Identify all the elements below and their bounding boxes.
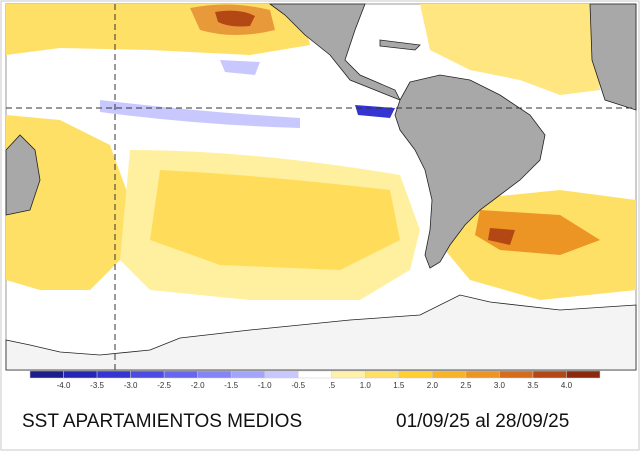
colorbar-label: -3.0	[124, 381, 138, 390]
colorbar-label: 1.0	[360, 381, 372, 390]
title: SST APARTAMIENTOS MEDIOS	[22, 411, 302, 432]
colorbar-swatch	[432, 370, 467, 379]
colorbar-swatch	[465, 370, 500, 379]
colorbar-swatch	[365, 370, 400, 379]
date-range: 01/09/25 al 28/09/25	[396, 411, 569, 432]
warm-anomaly	[420, 4, 600, 95]
warm-anomaly	[488, 228, 515, 245]
colorbar-swatch	[331, 370, 366, 379]
colorbar-swatch	[297, 370, 333, 379]
warm-anomaly	[215, 10, 255, 27]
colorbar-swatch	[264, 370, 299, 379]
colorbar-swatch	[96, 370, 131, 379]
colorbar-swatch	[566, 370, 601, 379]
colorbar-label: -1.5	[224, 381, 238, 390]
colorbar-swatch	[63, 370, 98, 379]
colorbar-swatch	[130, 370, 165, 379]
colorbar-label: 1.5	[393, 381, 405, 390]
warm-anomaly	[150, 170, 400, 270]
colorbar: -4.0 -3.5 -3.0 -2.5 -2.0 -1.5 -1.0 -0.5 .5 1.0 1.5…	[29, 370, 601, 390]
land	[5, 134, 41, 216]
colorbar-label: -2.5	[157, 381, 171, 390]
colorbar-swatch	[197, 370, 232, 379]
colorbar-label: -2.0	[191, 381, 205, 390]
colorbar-label: .5	[328, 381, 335, 390]
land	[589, 3, 637, 111]
antarctica	[5, 294, 637, 371]
colorbar-swatch	[532, 370, 567, 379]
colorbar-label: 2.0	[427, 381, 439, 390]
colorbar-label: -3.5	[90, 381, 104, 390]
cool-anomaly	[100, 100, 300, 128]
colorbar-label: 2.5	[460, 381, 472, 390]
cool-anomaly	[355, 105, 395, 118]
colorbar-swatch	[163, 370, 198, 379]
colorbar-label: -4.0	[57, 381, 71, 390]
colorbar-swatch	[230, 370, 265, 379]
land	[379, 39, 421, 51]
colorbar-label: 3.0	[494, 381, 506, 390]
colorbar-label: -0.5	[291, 381, 305, 390]
warm-anomaly	[6, 115, 130, 290]
colorbar-swatch	[499, 370, 534, 379]
colorbar-label: 4.0	[561, 381, 573, 390]
colorbar-label: 3.5	[527, 381, 539, 390]
cool-anomaly	[220, 60, 260, 75]
colorbar-swatch	[29, 370, 64, 379]
map	[5, 3, 637, 371]
colorbar-swatch	[398, 370, 433, 379]
colorbar-label: -1.0	[258, 381, 272, 390]
